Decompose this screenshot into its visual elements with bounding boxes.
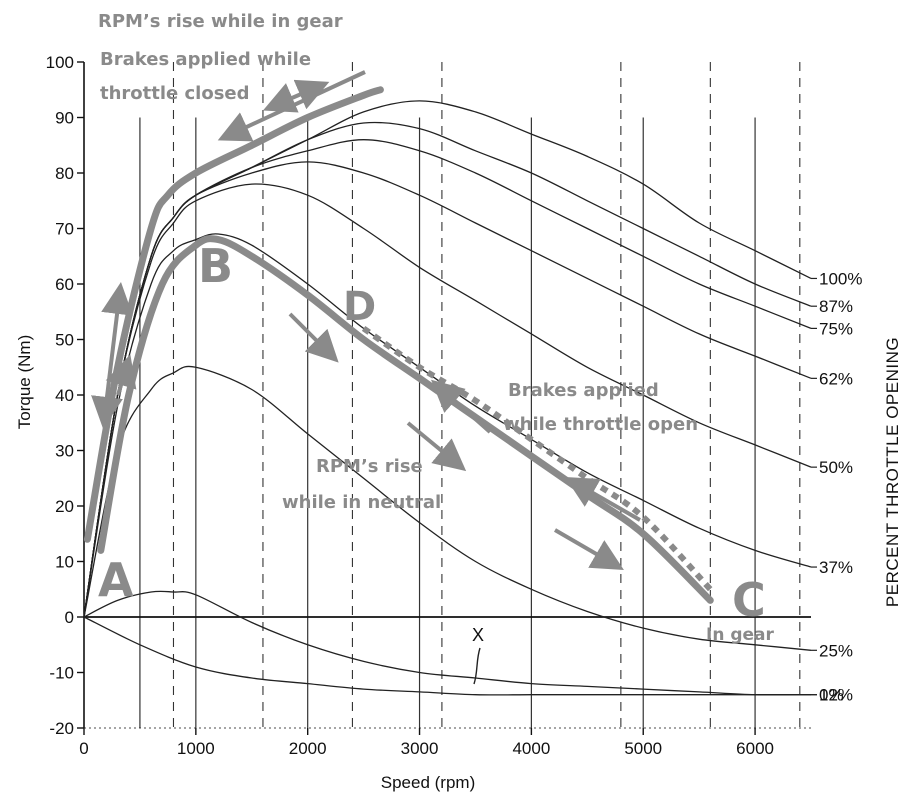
note-neutral-line1: RPM’s rise: [316, 456, 423, 477]
x-tick-label: 5000: [624, 739, 662, 758]
y-tick-label: 80: [55, 164, 74, 183]
y-tick-label: 60: [55, 275, 74, 294]
direction-arrow: [431, 379, 492, 434]
y-axis-title: Torque (Nm): [15, 335, 34, 429]
note-brakes-open-line2: while throttle open: [503, 414, 698, 435]
point-label-b: B: [198, 239, 233, 293]
direction-arrow: [406, 421, 467, 472]
marker-x-leader: [473, 647, 481, 685]
curve-label: 87%: [819, 297, 853, 316]
throttle-curve: [83, 233, 812, 618]
throttle-curve: [83, 139, 812, 618]
x-tick-label: 6000: [736, 739, 774, 758]
curve-label: 50%: [819, 458, 853, 477]
note-title-line3: throttle closed: [100, 83, 250, 104]
throttle-curve: [83, 616, 811, 696]
y-tick-label: 100: [46, 53, 74, 72]
y-tick-label: -20: [49, 719, 74, 738]
y-tick-label: 20: [55, 497, 74, 516]
x-tick-label: 3000: [401, 739, 439, 758]
direction-arrows: [91, 70, 641, 571]
overlay-paths: [83, 86, 714, 604]
curve-labels: 100% 87% 75% 62% 50% 37% 25% 12%0%: [811, 269, 862, 705]
right-axis-title: PERCENT THROTTLE OPENING: [883, 337, 902, 607]
x-tick-label: 4000: [512, 739, 550, 758]
curve-label: 0%: [819, 686, 844, 705]
throttle-curve: [83, 161, 812, 618]
note-title-line1: RPM’s rise while in gear: [98, 11, 343, 32]
x-tick-label: 0: [79, 739, 88, 758]
y-tick-label: 50: [55, 331, 74, 350]
y-tick-label: 90: [55, 109, 74, 128]
y-tick-label: 70: [55, 220, 74, 239]
curve-label: 62%: [819, 369, 853, 388]
note-title-line2: Brakes applied while: [100, 49, 311, 70]
point-label-c: C: [732, 573, 766, 627]
throttle-curve: [83, 183, 812, 618]
throttle-curve: [83, 590, 812, 696]
direction-arrow: [565, 477, 641, 522]
y-tick-label: 40: [55, 386, 74, 405]
y-tick-label: 10: [55, 553, 74, 572]
braking-path: [361, 325, 713, 592]
curve-label: 12%: [819, 686, 853, 705]
curve-label: 100%: [819, 269, 862, 288]
throttle-curve: [83, 365, 812, 651]
direction-arrow: [288, 312, 339, 363]
y-tick-label: -10: [49, 664, 74, 683]
throttle-curves: [83, 100, 812, 696]
curve-label: 37%: [819, 558, 853, 577]
x-tick-label: 2000: [289, 739, 327, 758]
x-axis-title: Speed (rpm): [381, 773, 475, 792]
curve-label: 75%: [819, 319, 853, 338]
y-tick-label: 30: [55, 442, 74, 461]
double-arrow: [262, 79, 330, 113]
point-label-a: A: [98, 553, 134, 607]
y-tick-label: 0: [65, 608, 74, 627]
note-in-gear: In gear: [706, 625, 775, 645]
note-neutral-line2: while in neutral: [282, 492, 441, 513]
curve-label: 25%: [819, 641, 853, 660]
reference-lines: [139, 62, 801, 728]
note-brakes-open-line1: Brakes applied: [508, 380, 659, 401]
x-tick-label: 1000: [177, 739, 215, 758]
direction-arrow: [553, 528, 624, 571]
point-label-d: D: [343, 284, 376, 330]
double-arrow: [91, 282, 133, 429]
marker-x-label: X: [472, 625, 484, 645]
